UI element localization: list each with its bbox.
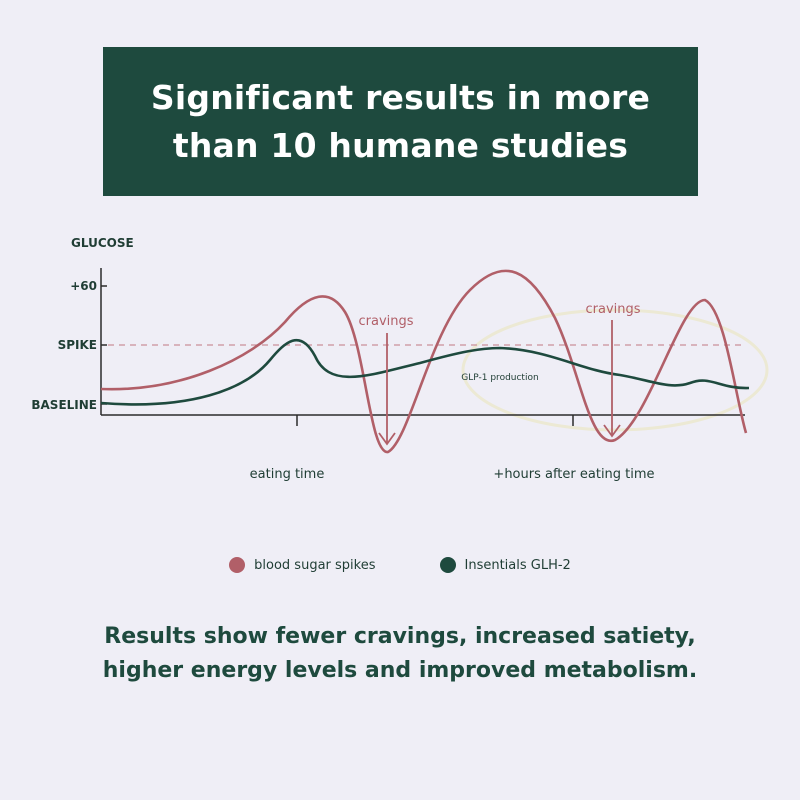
glp1-highlight-ellipse	[461, 308, 769, 432]
title-line-2: than 10 humane studies	[172, 125, 629, 165]
cravings-arrow-2	[603, 320, 621, 438]
y-tick-label-spike: SPIKE	[58, 338, 97, 352]
y-tick-label-baseline: BASELINE	[31, 398, 97, 412]
glp1-production-label: GLP-1 production	[461, 373, 538, 383]
y-axis-title: GLUCOSE	[71, 236, 134, 250]
cravings-arrow-1	[378, 333, 396, 446]
x-tick-label-hours-after: +hours after eating time	[493, 467, 654, 482]
y-tick-label-plus60: +60	[70, 279, 97, 293]
legend-swatch-insentials-glh2	[439, 557, 456, 573]
series-line-blood-sugar-spikes	[100, 269, 748, 454]
legend-label-insentials-glh2: Insentials GLH-2	[464, 557, 571, 573]
x-tick-label-eating-time: eating time	[250, 467, 325, 482]
title-line-1: Significant results in more	[150, 77, 651, 117]
series-line-insentials-glh2	[100, 338, 750, 406]
title-banner: Significant results in more than 10 huma…	[103, 47, 698, 196]
legend-item-blood-sugar-spikes: blood sugar spikes	[229, 557, 376, 573]
cravings-label-2: cravings	[585, 302, 640, 317]
legend-swatch-blood-sugar-spikes	[229, 557, 246, 573]
results-summary: Results show fewer cravings, increased s…	[102, 624, 698, 683]
legend-item-insentials-glh2: Insentials GLH-2	[439, 557, 571, 573]
chart-legend: blood sugar spikes Insentials GLH-2	[0, 553, 800, 577]
cravings-label-1: cravings	[358, 314, 413, 329]
legend-label-blood-sugar-spikes: blood sugar spikes	[254, 557, 376, 573]
